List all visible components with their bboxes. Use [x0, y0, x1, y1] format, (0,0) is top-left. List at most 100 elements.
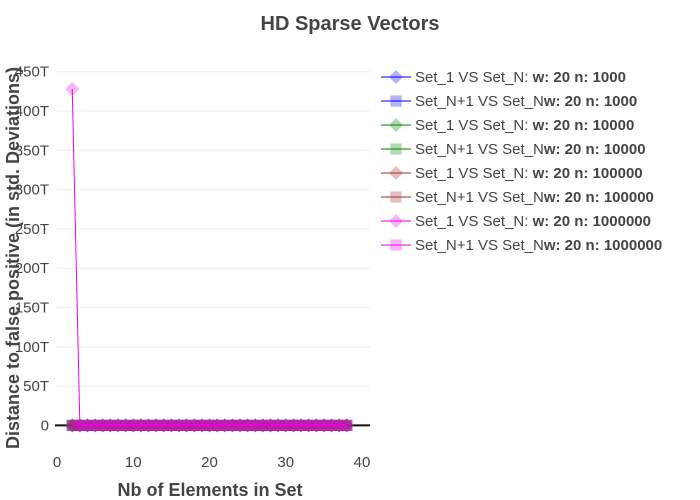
- data-point: [226, 419, 238, 432]
- y-tick-labels: 0 50T 100T 150T 200T 250T 300T 350T 400T 450T: [15, 64, 49, 435]
- y-axis-title: Distance to false positive (in std. Devi…: [3, 67, 23, 449]
- y-tick-label: 300T: [15, 182, 49, 199]
- legend-label-prefix: Set_N+1 VS Set_N: [415, 237, 544, 254]
- legend-label-params: w: 20 n: 100000: [532, 165, 643, 182]
- legend-marker-swatch: [389, 166, 403, 180]
- x-tick-labels: 0 10 20 30 40: [53, 454, 371, 471]
- data-point: [97, 419, 109, 432]
- legend-label-prefix: Set_N+1 VS Set_N: [415, 189, 544, 206]
- data-point: [66, 419, 78, 432]
- legend-label-params: w: 20 n: 1000: [532, 69, 626, 86]
- legend-marker-swatch: [390, 95, 402, 107]
- legend-label: Set_N+1 VS Set_Nw: 20 n: 1000: [415, 93, 637, 110]
- legend-label: Set_1 VS Set_N: w: 20 n: 1000: [415, 69, 626, 86]
- data-point: [203, 419, 216, 432]
- data-point: [325, 419, 338, 432]
- y-tick-label: 450T: [15, 64, 49, 81]
- grid: [57, 71, 370, 387]
- data-point: [165, 419, 177, 432]
- legend-label-params: w: 20 n: 1000000: [532, 213, 651, 230]
- legend-item[interactable]: Set_N+1 VS Set_Nw: 20 n: 1000: [381, 93, 637, 110]
- y-tick-label: 150T: [15, 300, 49, 317]
- legend-marker-swatch: [390, 143, 402, 155]
- data-point: [234, 419, 246, 432]
- legend-item[interactable]: Set_1 VS Set_N: w: 20 n: 1000: [381, 69, 626, 86]
- y-tick-label: 350T: [15, 142, 49, 159]
- legend-label-params: w: 20 n: 10000: [532, 117, 635, 134]
- legend-label-params: w: 20 n: 1000: [543, 93, 637, 110]
- x-tick-label: 30: [277, 454, 294, 471]
- legend-label: Set_N+1 VS Set_Nw: 20 n: 100000: [415, 189, 654, 206]
- data-point: [112, 419, 124, 432]
- data-point: [287, 419, 299, 432]
- legend-label-prefix: Set_1 VS Set_N:: [415, 213, 533, 230]
- legend-label: Set_1 VS Set_N: w: 20 n: 100000: [415, 165, 643, 182]
- y-tick-label: 0: [41, 417, 49, 434]
- legend-label-prefix: Set_1 VS Set_N:: [415, 117, 533, 134]
- data-point: [295, 419, 307, 432]
- data-point: [211, 419, 223, 432]
- legend-marker-swatch: [389, 118, 403, 132]
- data-point: [173, 419, 185, 432]
- data-point: [341, 419, 353, 432]
- data-point: [249, 419, 261, 432]
- legend-label-params: w: 20 n: 100000: [543, 189, 654, 206]
- series-layer: [65, 82, 354, 433]
- x-tick-label: 20: [201, 454, 218, 471]
- data-point: [310, 419, 322, 432]
- data-point: [181, 419, 193, 432]
- data-point: [318, 419, 330, 432]
- data-point: [272, 419, 284, 432]
- x-axis-title: Nb of Elements in Set: [117, 480, 302, 500]
- legend-item[interactable]: Set_1 VS Set_N: w: 20 n: 100000: [381, 165, 643, 182]
- data-point: [303, 419, 315, 432]
- series-line: [71, 89, 347, 426]
- legend-label-prefix: Set_1 VS Set_N:: [415, 165, 533, 182]
- legend-item[interactable]: Set_N+1 VS Set_Nw: 20 n: 100000: [381, 189, 654, 206]
- chart-title: HD Sparse Vectors: [261, 13, 440, 35]
- data-point: [120, 419, 132, 432]
- data-point: [219, 419, 231, 432]
- legend-label: Set_1 VS Set_N: w: 20 n: 10000: [415, 117, 634, 134]
- legend-label-params: w: 20 n: 10000: [543, 141, 646, 158]
- series-7: [65, 82, 354, 433]
- data-point: [104, 419, 116, 432]
- legend-label-params: w: 20 n: 1000000: [543, 237, 662, 254]
- x-tick-label: 0: [53, 454, 61, 471]
- legend-label: Set_N+1 VS Set_Nw: 20 n: 10000: [415, 141, 646, 158]
- legend-marker-swatch: [390, 239, 402, 251]
- legend-label-prefix: Set_N+1 VS Set_N: [415, 141, 544, 158]
- legend-label: Set_N+1 VS Set_Nw: 20 n: 1000000: [415, 237, 662, 254]
- y-tick-label: 250T: [15, 221, 49, 238]
- y-tick-label: 100T: [15, 339, 49, 356]
- data-point: [127, 419, 139, 432]
- series-8: [66, 419, 353, 432]
- legend-item[interactable]: Set_1 VS Set_N: w: 20 n: 10000: [381, 117, 634, 134]
- legend-marker-swatch: [389, 70, 403, 84]
- legend-marker-swatch: [390, 191, 402, 203]
- data-point: [150, 419, 162, 432]
- data-point: [264, 419, 277, 432]
- legend-item[interactable]: Set_N+1 VS Set_Nw: 20 n: 1000000: [381, 237, 662, 254]
- data-point: [74, 419, 86, 432]
- legend-marker-swatch: [389, 214, 403, 228]
- data-point: [257, 419, 269, 432]
- y-tick-label: 400T: [15, 103, 49, 120]
- data-point: [135, 419, 147, 432]
- x-tick-label: 40: [354, 454, 371, 471]
- legend-label-prefix: Set_1 VS Set_N:: [415, 69, 533, 86]
- data-point: [81, 419, 94, 432]
- y-tick-label: 200T: [15, 260, 49, 277]
- data-point: [65, 82, 80, 97]
- data-point: [196, 419, 208, 432]
- legend-item[interactable]: Set_1 VS Set_N: w: 20 n: 1000000: [381, 213, 651, 230]
- legend-item[interactable]: Set_N+1 VS Set_Nw: 20 n: 10000: [381, 141, 646, 158]
- data-point: [142, 419, 155, 432]
- data-point: [89, 419, 101, 432]
- data-point: [188, 419, 200, 432]
- data-point: [280, 419, 292, 432]
- legend-label-prefix: Set_N+1 VS Set_N: [415, 93, 544, 110]
- x-tick-label: 10: [125, 454, 142, 471]
